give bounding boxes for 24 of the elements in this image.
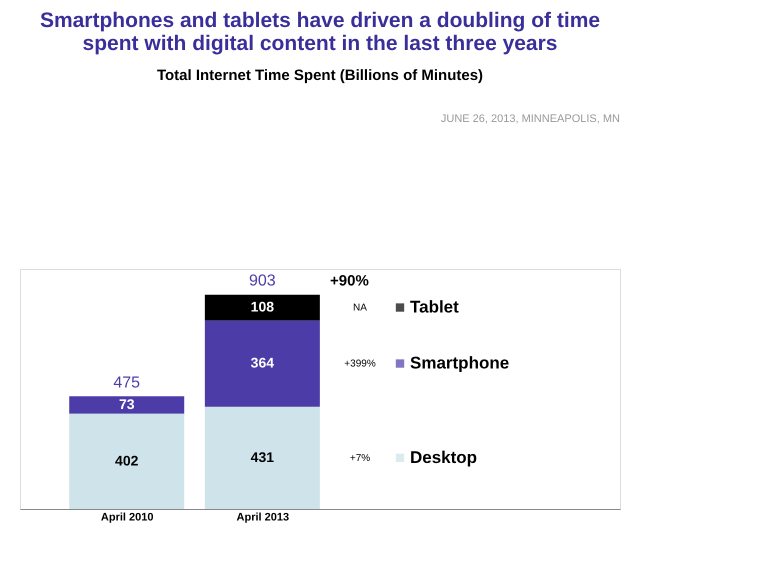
- chart-title: Smartphones and tablets have driven a doubling of time spent with digital content in the last three years: [40, 9, 600, 55]
- bar: [204, 406, 320, 509]
- bar: [69, 396, 184, 414]
- text: JUNE 26, 2013, MINNEAPOLIS, MN: [440, 113, 620, 125]
- text: +90%: [330, 272, 369, 290]
- bar: [204, 294, 320, 320]
- text: NA: [353, 302, 368, 314]
- bar: [69, 414, 184, 509]
- total-label: 903: [249, 272, 276, 290]
- x-tick-label: April 2010: [100, 512, 154, 524]
- legend-label: Smartphone: [410, 354, 510, 373]
- chart-subtitle: Total Internet Time Spent (Billions of Minutes): [156, 67, 484, 84]
- data-label: 73: [118, 396, 135, 412]
- bar: [204, 320, 320, 407]
- x-tick-label: April 2013: [236, 512, 290, 524]
- legend-label: Desktop: [410, 448, 478, 467]
- data-label: 364: [250, 354, 274, 371]
- text: +7%: [350, 452, 370, 464]
- total-label: 475: [113, 374, 140, 392]
- data-label: 431: [250, 448, 274, 465]
- legend-label: Tablet: [410, 298, 460, 317]
- data-label: 402: [115, 452, 139, 468]
- data-label: 108: [250, 298, 274, 315]
- text: +399%: [344, 358, 376, 370]
